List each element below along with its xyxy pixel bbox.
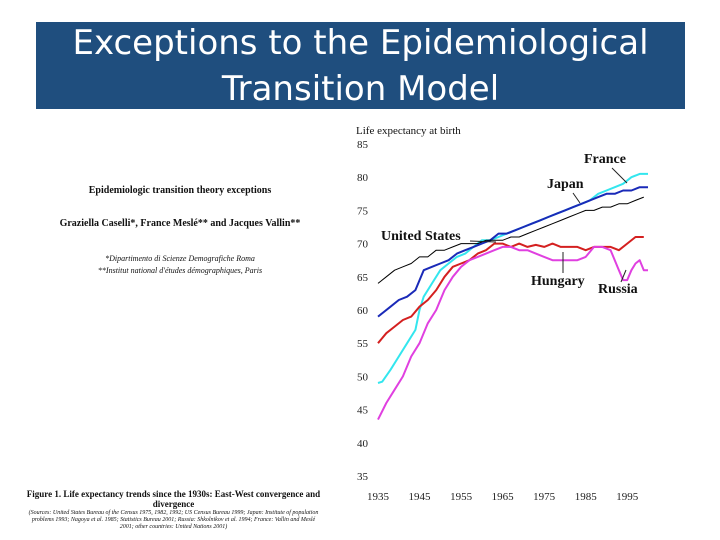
y-tick-label: 40	[357, 438, 369, 450]
x-tick-label: 1995	[616, 491, 639, 503]
figure-caption-line-2: divergence	[152, 499, 195, 509]
y-tick-label: 70	[357, 239, 369, 251]
series-line-japan	[377, 186, 648, 318]
y-tick-label: 55	[357, 338, 369, 350]
x-tick-label: 1975	[533, 491, 556, 503]
x-tick-label: 1955	[450, 491, 473, 503]
series-label-leader-russia	[620, 269, 627, 283]
y-tick-label: 35	[357, 471, 369, 483]
paper-affiliations: *Dipartimento di Scienze Demografiche Ro…	[30, 253, 330, 277]
slide-title: Exceptions to the Epidemiological Transi…	[36, 20, 685, 112]
affiliation-1: *Dipartimento di Scienze Demografiche Ro…	[105, 254, 255, 263]
series-label-hungary: Hungary	[531, 274, 585, 289]
x-tick-label: 1965	[492, 491, 515, 503]
paper-heading: Epidemiologic transition theory exceptio…	[88, 185, 272, 196]
series-label-leader-japan	[572, 192, 581, 204]
x-tick-label: 1935	[367, 491, 390, 503]
series-label-leader-france	[611, 167, 628, 184]
x-axis-ticks: 1935 1945 1955 1965 1975 1985 1995	[367, 491, 639, 503]
affiliation-2: **Institut national d'études démographiq…	[97, 266, 263, 275]
y-tick-label: 80	[357, 172, 369, 184]
slide-title-line-2: Transition Model	[221, 69, 500, 109]
figure-source: (Sources: United States Bureau of the Ce…	[28, 510, 319, 530]
series-label-france: France	[584, 152, 626, 167]
y-tick-label: 50	[357, 371, 369, 383]
paper-authors: Graziella Caselli*, France Meslé** and J…	[59, 218, 301, 229]
series-lines	[377, 172, 648, 421]
y-tick-label: 60	[357, 305, 369, 317]
y-tick-label: 75	[357, 205, 369, 217]
y-tick-label: 85	[357, 139, 369, 151]
series-line-united-states	[377, 196, 644, 284]
series-label-japan: Japan	[547, 177, 584, 192]
slide-title-line-1: Exceptions to the Epidemiological	[72, 23, 649, 63]
x-tick-label: 1945	[409, 491, 432, 503]
series-label-united-states: United States	[381, 229, 461, 244]
x-tick-label: 1985	[575, 491, 598, 503]
series-line-france	[377, 172, 648, 384]
y-axis-ticks: 35 40 45 50 55 60 65 70 75 80 85	[357, 139, 369, 483]
series-line-russia	[377, 245, 648, 421]
y-tick-label: 65	[357, 272, 369, 284]
paper-excerpt: Epidemiologic transition theory exceptio…	[30, 185, 330, 277]
figure-caption-line-1: Figure 1. Life expectancy trends since t…	[26, 489, 321, 499]
figure-caption: Figure 1. Life expectancy trends since t…	[26, 489, 321, 531]
y-axis-label: Life expectancy at birth	[356, 125, 461, 137]
y-tick-label: 45	[357, 405, 369, 417]
series-label-russia: Russia	[598, 282, 638, 297]
title-banner	[36, 22, 685, 109]
series-label-leader-united-states	[469, 240, 497, 243]
